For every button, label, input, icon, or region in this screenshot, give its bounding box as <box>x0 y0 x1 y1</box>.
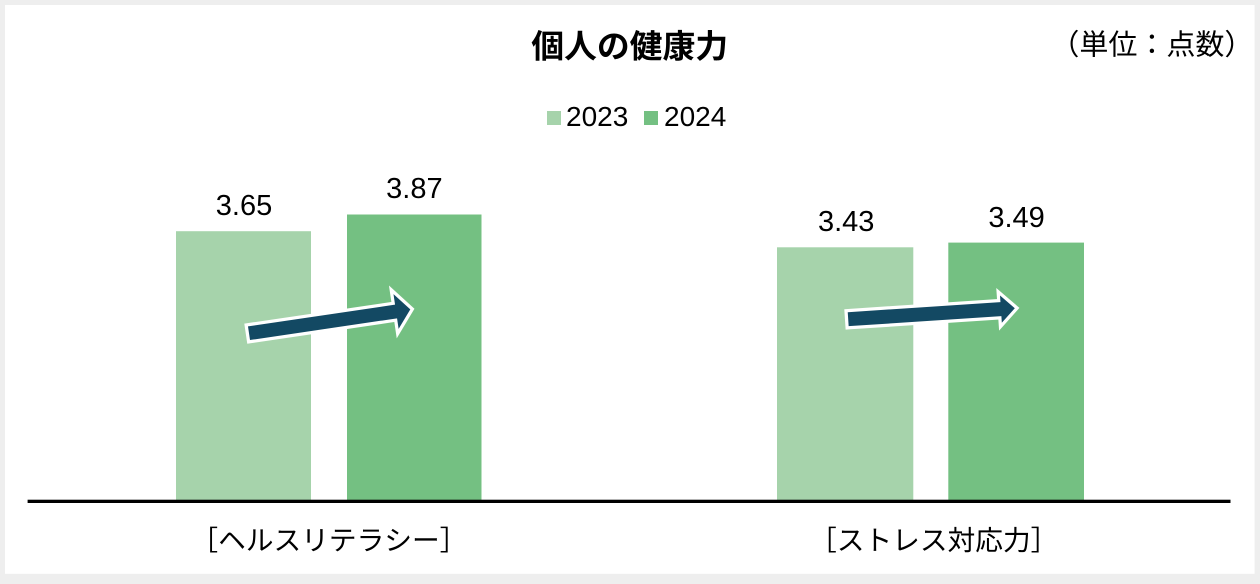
svg-text:3.49: 3.49 <box>988 202 1044 234</box>
svg-text:2024: 2024 <box>664 101 726 132</box>
svg-text:2023: 2023 <box>566 101 628 132</box>
svg-text:3.65: 3.65 <box>216 190 272 222</box>
svg-text:3.43: 3.43 <box>818 206 874 238</box>
svg-text:3.87: 3.87 <box>386 173 442 205</box>
